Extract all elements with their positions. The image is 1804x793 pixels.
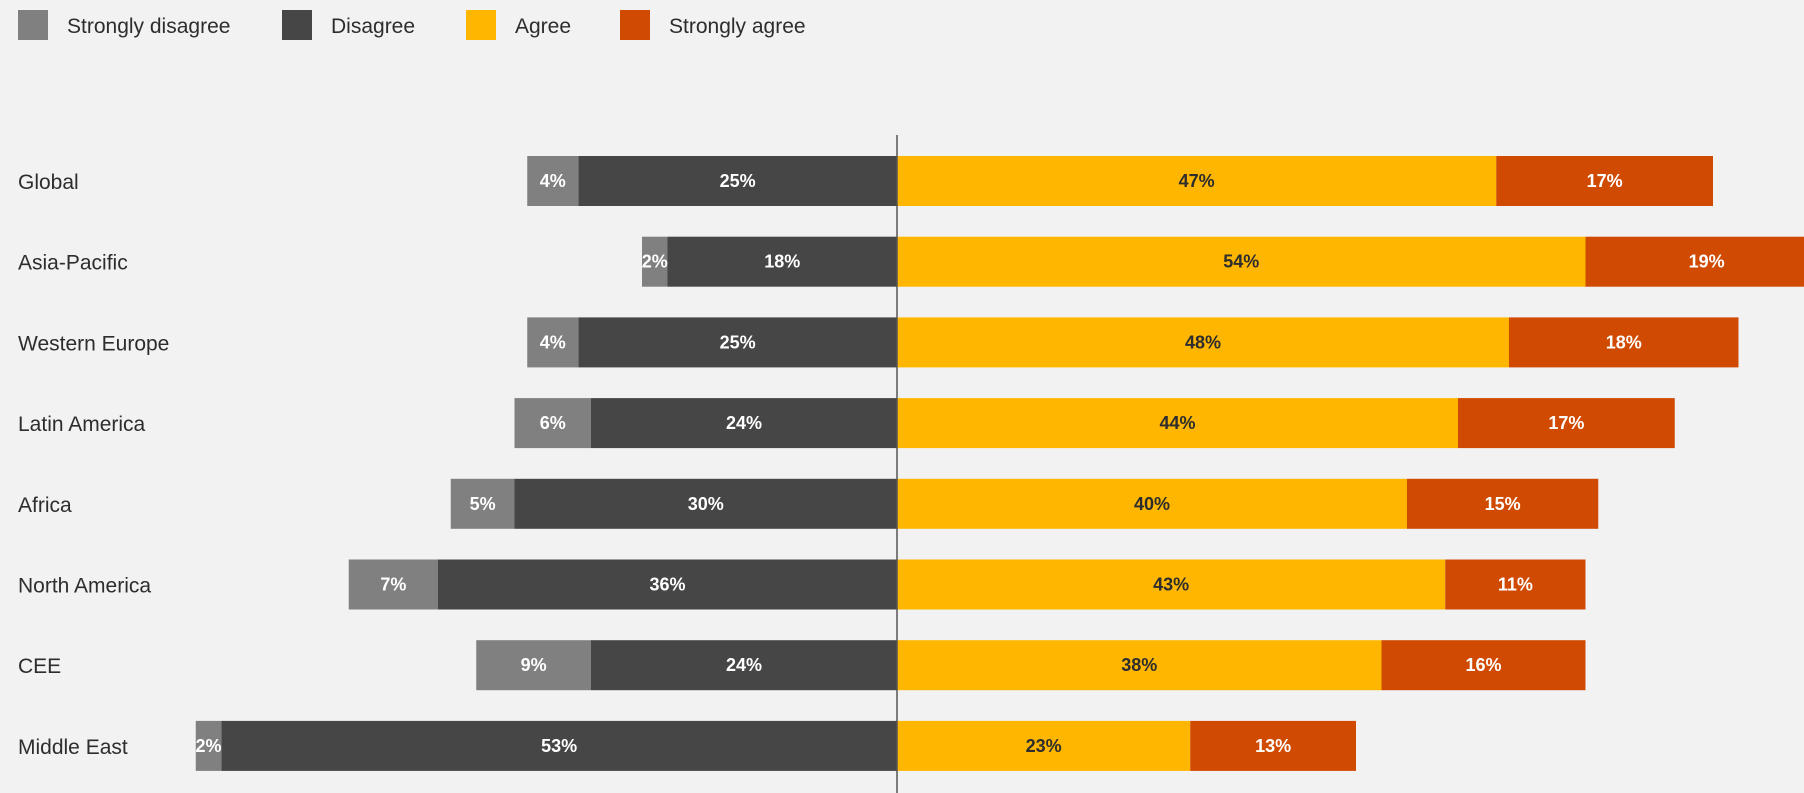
- data-label: 47%: [1179, 171, 1215, 191]
- data-label: 25%: [720, 171, 756, 191]
- legend-swatch: [282, 10, 312, 40]
- bar-disagree: [591, 398, 897, 449]
- category-label: CEE: [18, 655, 61, 678]
- data-label: 17%: [1587, 171, 1623, 191]
- bar-row-global: Global 25% 4% 47% 17%: [18, 156, 1713, 206]
- bar-agree: [897, 720, 1191, 771]
- legend-label: Strongly disagree: [67, 15, 230, 38]
- data-label: 23%: [1026, 736, 1062, 756]
- bar-strongly-disagree: [514, 398, 591, 449]
- legend-item-strongly-agree: Strongly agree: [620, 10, 806, 40]
- data-label: 13%: [1255, 736, 1291, 756]
- bar-strongly-disagree: [527, 317, 579, 368]
- category-label: Latin America: [18, 413, 146, 436]
- legend-swatch: [18, 10, 48, 40]
- bar-strongly-disagree: [450, 478, 515, 529]
- category-label: Middle East: [18, 736, 128, 759]
- bar-strongly-disagree: [527, 156, 579, 206]
- bar-strongly-agree: [1509, 317, 1739, 368]
- bar-strongly-agree: [1585, 236, 1804, 287]
- bar-strongly-disagree: [642, 236, 668, 287]
- data-label: 2%: [195, 736, 221, 756]
- data-label: 44%: [1159, 413, 1195, 433]
- bar-row-middle-east: Middle East 53% 2% 23% 13%: [18, 720, 1356, 771]
- bar-strongly-agree: [1458, 398, 1675, 449]
- data-label: 30%: [688, 494, 724, 514]
- bar-agree: [897, 156, 1497, 206]
- bar-agree: [897, 640, 1382, 691]
- bar-disagree: [667, 236, 897, 287]
- data-label: 18%: [1606, 332, 1642, 352]
- data-label: 4%: [540, 332, 566, 352]
- bar-row-western-europe: Western Europe 25% 4% 48% 18%: [18, 317, 1739, 368]
- bar-strongly-agree: [1381, 640, 1586, 691]
- data-label: 19%: [1689, 252, 1725, 272]
- data-label: 53%: [541, 736, 577, 756]
- bar-disagree: [438, 559, 897, 610]
- category-label: Africa: [18, 494, 72, 517]
- data-label: 48%: [1185, 332, 1221, 352]
- legend-label: Disagree: [331, 15, 415, 38]
- bar-disagree: [578, 156, 897, 206]
- data-label: 24%: [726, 655, 762, 675]
- data-label: 54%: [1223, 252, 1259, 272]
- bar-row-latin-america: Latin America 24% 6% 44% 17%: [18, 398, 1675, 449]
- data-label: 9%: [521, 655, 547, 675]
- bar-disagree: [221, 720, 897, 771]
- bar-strongly-disagree: [348, 559, 438, 610]
- legend-swatch: [466, 10, 496, 40]
- bar-strongly-agree: [1445, 559, 1586, 610]
- bar-strongly-disagree: [476, 640, 591, 691]
- bar-strongly-agree: [1407, 478, 1599, 529]
- data-label: 7%: [380, 575, 406, 595]
- data-label: 15%: [1485, 494, 1521, 514]
- bar-disagree: [591, 640, 897, 691]
- data-label: 16%: [1465, 655, 1501, 675]
- legend-item-disagree: Disagree: [282, 10, 415, 40]
- data-label: 4%: [540, 171, 566, 191]
- category-label: North America: [18, 575, 151, 598]
- plot-area: Global 25% 4% 47% 17% Asia-Pacific 18% 2% 54% 19%…: [18, 135, 1804, 793]
- legend-swatch: [620, 10, 650, 40]
- bar-agree: [897, 478, 1407, 529]
- category-label: Western Europe: [18, 332, 169, 355]
- bar-disagree: [514, 478, 897, 529]
- data-label: 38%: [1121, 655, 1157, 675]
- bar-strongly-disagree: [195, 720, 222, 771]
- bar-row-africa: Africa 30% 5% 40% 15%: [18, 478, 1599, 529]
- data-label: 17%: [1548, 413, 1584, 433]
- category-label: Global: [18, 171, 79, 194]
- category-label: Asia-Pacific: [18, 252, 128, 275]
- bar-agree: [897, 559, 1446, 610]
- legend-label: Agree: [515, 15, 571, 38]
- legend-label: Strongly agree: [669, 15, 806, 38]
- bar-row-cee: CEE 24% 9% 38% 16%: [18, 640, 1586, 691]
- bar-disagree: [578, 317, 897, 368]
- data-label: 43%: [1153, 575, 1189, 595]
- bar-row-asia-pacific: Asia-Pacific 18% 2% 54% 19%: [18, 236, 1804, 287]
- legend: Strongly disagree Disagree Agree Strongly a…: [18, 10, 806, 40]
- data-label: 6%: [540, 413, 566, 433]
- bar-strongly-agree: [1496, 156, 1713, 206]
- bar-agree: [897, 317, 1509, 368]
- data-label: 2%: [642, 252, 668, 272]
- data-label: 18%: [764, 252, 800, 272]
- data-label: 40%: [1134, 494, 1170, 514]
- bar-strongly-agree: [1190, 720, 1356, 771]
- data-label: 11%: [1498, 575, 1533, 595]
- bar-agree: [897, 236, 1586, 287]
- bar-row-north-america: North America 36% 7% 43% 11%: [18, 559, 1586, 610]
- bar-agree: [897, 398, 1458, 449]
- data-label: 5%: [470, 494, 496, 514]
- legend-item-strongly-disagree: Strongly disagree: [18, 10, 230, 40]
- data-label: 24%: [726, 413, 762, 433]
- data-label: 36%: [649, 575, 685, 595]
- legend-item-agree: Agree: [466, 10, 571, 40]
- data-label: 25%: [720, 332, 756, 352]
